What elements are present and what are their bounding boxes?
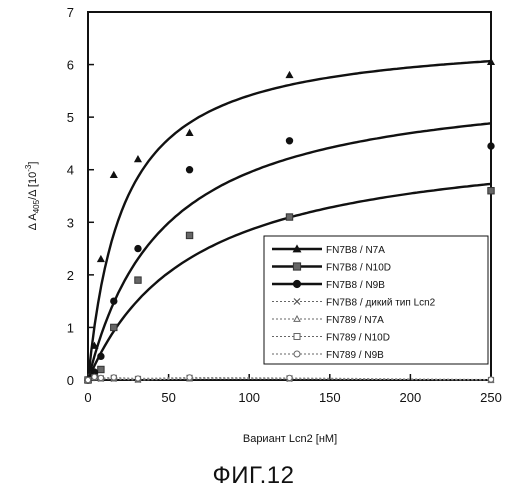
data-point	[488, 143, 494, 149]
data-point	[135, 376, 140, 381]
x-tick-label: 250	[480, 390, 502, 405]
y-title-subscript: 405	[32, 199, 41, 213]
y-tick-label: 1	[67, 320, 74, 335]
x-tick-label: 0	[84, 390, 91, 405]
data-point	[111, 298, 117, 304]
figure-caption: ФИГ.12	[0, 462, 507, 490]
legend-label: FN7B8 / дикий тип Lcn2	[326, 298, 436, 309]
legend-label: FN7B8 / N7A	[326, 245, 385, 256]
data-point	[85, 377, 90, 382]
x-tick-label: 150	[319, 390, 341, 405]
legend-label: FN7B8 / N9B	[326, 280, 385, 291]
y-title-main: Δ A	[27, 213, 39, 231]
x-tick-label: 200	[400, 390, 422, 405]
legend-marker	[293, 280, 300, 287]
data-point	[488, 377, 493, 382]
y-tick-label: 3	[67, 215, 74, 230]
legend-marker	[294, 334, 300, 340]
y-title-rest: /Δ [10	[27, 172, 39, 200]
data-point	[111, 375, 116, 380]
x-axis-title: Вариант Lcn2 [нМ]	[243, 433, 337, 445]
y-title-end: ]	[27, 162, 39, 165]
x-tick-label: 100	[238, 390, 260, 405]
data-point	[98, 375, 103, 380]
data-point	[186, 232, 192, 238]
legend-label: FN789 / N10D	[326, 333, 390, 344]
data-point	[111, 324, 117, 330]
y-tick-label: 6	[67, 58, 74, 73]
data-point	[92, 374, 97, 379]
y-tick-label: 2	[67, 268, 74, 283]
legend: FN7B8 / N7A FN7B8 / N10D FN7B8 / N9B FN7B8 …	[264, 236, 488, 364]
data-point	[98, 366, 104, 372]
data-point	[187, 375, 192, 380]
data-point	[286, 138, 292, 144]
data-point	[135, 245, 141, 251]
legend-label: FN789 / N9B	[326, 350, 384, 361]
y-tick-label: 0	[67, 373, 74, 388]
data-point	[186, 130, 192, 136]
data-point	[135, 277, 141, 283]
y-tick-label: 7	[67, 5, 74, 20]
data-point	[287, 375, 292, 380]
y-axis-title: Δ A405/Δ [10-3]	[24, 162, 41, 231]
data-point	[488, 188, 494, 194]
legend-marker	[293, 263, 300, 270]
svg-text:Δ A405/Δ [10-3]: Δ A405/Δ [10-3]	[24, 162, 41, 231]
y-tick-label: 5	[67, 110, 74, 125]
x-tick-label: 50	[161, 390, 175, 405]
data-point	[98, 256, 104, 262]
legend-label: FN7B8 / N10D	[326, 263, 391, 274]
data-point	[186, 167, 192, 173]
data-point	[286, 72, 292, 78]
y-tick-label: 4	[67, 163, 74, 178]
data-point	[135, 156, 141, 162]
legend-marker	[294, 351, 300, 357]
data-point	[98, 353, 104, 359]
data-point	[111, 172, 117, 178]
legend-label: FN789 / N7A	[326, 315, 384, 326]
data-point	[286, 214, 292, 220]
